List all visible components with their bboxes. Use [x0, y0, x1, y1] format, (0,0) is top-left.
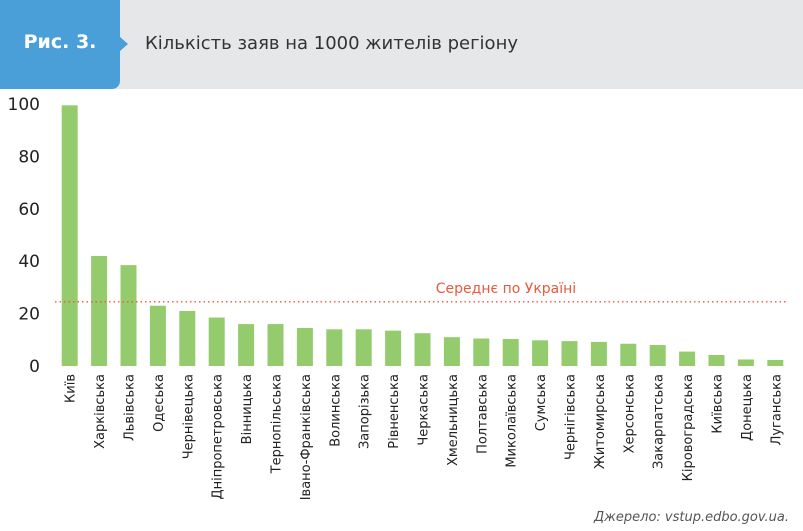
x-tick-label: Львівська [123, 374, 138, 441]
x-tick-label: Миколаївська [505, 374, 520, 468]
x-tick-label: Хмельницька [446, 374, 461, 466]
bar [296, 328, 313, 366]
y-tick-label: 0 [29, 357, 40, 377]
y-tick-label: 100 [8, 95, 40, 115]
x-tick-label: Вінницька [240, 374, 255, 444]
x-tick-label: Київська [711, 374, 726, 434]
bar [737, 359, 754, 366]
bar [649, 345, 666, 366]
x-tick-label: Закарпатська [652, 374, 667, 469]
x-tick-label: Черкаська [417, 374, 432, 446]
x-tick-label: Донецька [740, 374, 755, 441]
bar [414, 333, 431, 366]
bars-group [61, 105, 784, 366]
figure-number-tab: Рис. 3. [0, 0, 120, 89]
y-tick-label: 40 [18, 252, 40, 272]
average-line-label: Середнє по Україні [436, 281, 576, 297]
bar [532, 340, 549, 366]
x-tick-label: Івано-Франківська [299, 374, 314, 500]
y-axis: 0 20 40 60 80 100 [8, 95, 40, 377]
y-tick-label: 20 [18, 305, 40, 325]
bar [149, 305, 166, 366]
x-tick-label: Волинська [328, 374, 343, 447]
figure-header: Рис. 3. Кількість заяв на 1000 жителів р… [0, 0, 803, 89]
bar [385, 330, 402, 366]
x-tick-label: Полтавська [475, 374, 490, 454]
bar [120, 265, 137, 366]
x-tick-label: Херсонська [622, 374, 637, 453]
bar [208, 317, 225, 366]
x-tick-label: Дніпропетровська [211, 374, 226, 500]
source-note: Джерело: vstup.edbo.gov.ua. [594, 510, 789, 525]
bar [679, 351, 696, 366]
bar-chart: 0 20 40 60 80 100 Середнє по Україні Київ Харк… [8, 95, 788, 500]
x-tick-label: Київ [64, 374, 79, 403]
bar [238, 324, 255, 366]
bar [179, 310, 196, 366]
x-tick-label: Кіровоградська [681, 374, 696, 481]
y-tick-label: 80 [18, 147, 40, 167]
bar [91, 255, 108, 366]
figure-title: Кількість заяв на 1000 жителів регіону [145, 33, 518, 54]
average-line-group: Середнє по Україні [55, 281, 788, 303]
bar [502, 339, 519, 366]
x-tick-label: Луганська [769, 374, 784, 445]
figure-label: Рис. 3. [23, 31, 97, 53]
y-tick-label: 60 [18, 200, 40, 220]
bar [326, 329, 343, 366]
bar [561, 341, 578, 366]
x-tick-label: Чернівецька [181, 374, 196, 459]
x-tick-label: Сумська [534, 374, 549, 431]
x-tick-label: Запорізька [358, 374, 373, 449]
x-tick-label: Рівненська [387, 374, 402, 449]
x-tick-label: Харківська [93, 374, 108, 449]
x-tick-label: Чернігівська [564, 374, 579, 460]
bar [473, 338, 490, 366]
bar [620, 343, 637, 366]
tab-pointer-icon [119, 36, 128, 52]
bar [61, 105, 78, 366]
x-tick-label: Тернопільська [270, 374, 285, 474]
x-tick-label: Житомирська [593, 374, 608, 469]
x-tick-label: Одеська [152, 374, 167, 432]
bar [443, 337, 460, 366]
bar [267, 324, 284, 366]
bar [767, 359, 784, 366]
x-axis: Київ Харківська Львівська Одеська Чернівецьк… [64, 374, 785, 500]
bar [590, 341, 607, 366]
bar [708, 354, 725, 366]
bar [355, 329, 372, 366]
